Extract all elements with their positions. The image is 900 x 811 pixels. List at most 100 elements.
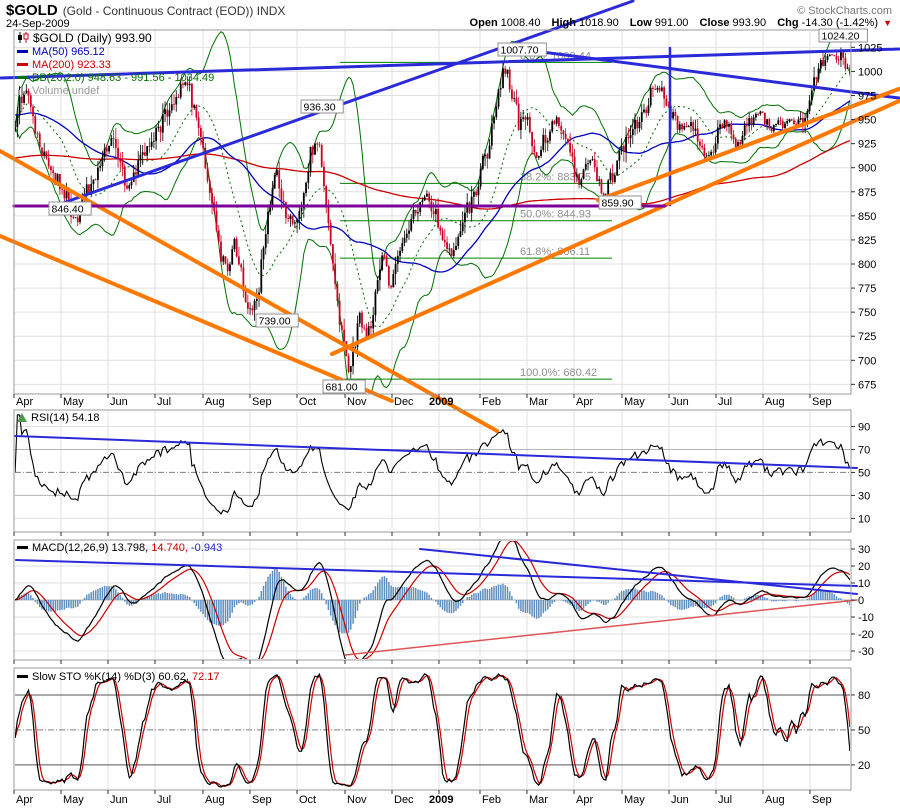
rsi-y-tick-label: 30: [858, 490, 870, 502]
main-y-tick-label: 825: [858, 235, 876, 247]
main-y-tick-label: 875: [858, 187, 876, 199]
candles-layer: [15, 47, 850, 379]
bottom-month-label: Aug: [205, 794, 225, 806]
main-y-tick-label: 800: [858, 259, 876, 271]
bottom-month-label: Mar: [529, 794, 548, 806]
month-label: Oct: [299, 396, 316, 408]
bottom-month-label: Oct: [299, 794, 316, 806]
copyright-link[interactable]: © StockCharts.com: [797, 5, 892, 17]
price-annotation: 681.00: [326, 382, 358, 394]
open-value: 1008.40: [500, 17, 541, 29]
grid-layer: [15, 31, 850, 789]
chg-label: Chg: [777, 17, 799, 29]
price-annotation: 859.90: [602, 198, 634, 210]
macd-y-tick-label: -20: [858, 629, 874, 641]
sto-y-tick-label: 50: [858, 725, 870, 737]
macd-y-tick-label: 30: [858, 544, 870, 556]
trendline-2008-rising-support: [61, 0, 635, 205]
price-annotation-box: [255, 313, 299, 328]
rsi-trendline: [14, 435, 858, 469]
macd-histogram: [16, 568, 850, 634]
chart-header: $GOLD (Gold - Continuous Contract (EOD)) …: [6, 2, 892, 30]
rsi-y-tick-label: 70: [858, 444, 870, 456]
macd-trendline-2: [419, 548, 858, 595]
main-y-tick-label: 750: [858, 307, 876, 319]
month-label: Dec: [394, 396, 414, 408]
main-y-tick-label: 700: [858, 355, 876, 367]
rsi-panel-border: [13, 409, 852, 533]
main-y-tick-label: 725: [858, 331, 876, 343]
main-y-tick-label: 925: [858, 139, 876, 151]
main-y-tick-label: 975: [858, 90, 876, 102]
price-annotation: 739.00: [259, 316, 291, 328]
main-y-tick-label: 1025: [858, 42, 882, 54]
month-label: Feb: [482, 396, 501, 408]
main-y-tick-label: 900: [858, 163, 876, 175]
chart-date: 24-Sep-2009: [6, 18, 70, 30]
main-y-tick-label: 950: [858, 115, 876, 127]
price-annotation-box: [818, 28, 868, 43]
trendline-orange-uptrend-main: [330, 99, 900, 356]
macd-y-tick-label: -10: [858, 612, 874, 624]
price-annotation-box: [48, 201, 92, 216]
price-annotation-box: [300, 99, 344, 114]
low-value: 991.00: [654, 17, 689, 29]
chg-down-triangle-icon: ▼: [883, 18, 892, 28]
sto-d-line: [15, 674, 850, 787]
ma50-line: [15, 100, 850, 273]
bottom-month-label: Aug: [765, 794, 785, 806]
macd-rising-wedge-line: [344, 599, 858, 656]
bottom-month-label: Jul: [718, 794, 732, 806]
symbol-description: (Gold - Continuous Contract (EOD)) INDX: [62, 4, 286, 18]
price-annotation-box: [322, 379, 366, 394]
bottom-month-label: Nov: [347, 794, 367, 806]
chg-value: -14.30 (-1.42%): [801, 17, 879, 29]
month-label: Jul: [718, 396, 732, 408]
macd-trendline-1: [15, 559, 858, 587]
close-label: Close: [699, 17, 730, 29]
bottom-month-label: May: [63, 794, 84, 806]
month-label: 2009: [429, 396, 453, 408]
rsi-line: [15, 414, 850, 515]
macd-y-tick-label: -30: [858, 646, 874, 658]
bottom-month-label: Sep: [812, 794, 832, 806]
bollinger-middle-band: [15, 68, 850, 328]
month-label: Jun: [671, 396, 689, 408]
month-label: Apr: [576, 396, 593, 408]
month-label: Jun: [110, 396, 128, 408]
ohlc-quote: Open 1008.40 High 1018.90 Low 991.00 Close 9…: [462, 17, 892, 29]
rsi-y-tick-label: 50: [858, 467, 870, 479]
month-label: Aug: [765, 396, 785, 408]
low-label: Low: [629, 17, 652, 29]
price-annotation: 936.30: [304, 102, 336, 114]
macd-line: [15, 541, 850, 659]
sto-y-tick-label: 80: [858, 690, 870, 702]
month-label: Jul: [157, 396, 171, 408]
trendline-orange-downtrend-upper: [0, 149, 499, 433]
price-annotation: 846.40: [52, 204, 84, 216]
fib-label: 100.0%: 680.42: [520, 367, 597, 379]
main-y-tick-label: 850: [858, 211, 876, 223]
trendline-orange-uptrend-upper: [596, 87, 900, 202]
sto-panel-border: [13, 667, 852, 791]
bottom-month-label: Apr: [576, 794, 593, 806]
rsi-y-tick-label: 10: [858, 513, 870, 525]
month-label: May: [624, 396, 645, 408]
main-y-tick-label: 675: [858, 379, 876, 391]
macd-y-tick-label: 10: [858, 578, 870, 590]
fib-label: 50.0%: 844.93: [520, 209, 591, 221]
trendline-feb-peak-descending: [501, 45, 900, 100]
bottom-month-label: Jul: [157, 794, 171, 806]
bottom-month-label: Jun: [110, 794, 128, 806]
sto-y-tick-label: 20: [858, 760, 870, 772]
macd-y-tick-label: 0: [858, 595, 864, 607]
bottom-month-label: Jun: [671, 794, 689, 806]
month-label: Apr: [16, 396, 33, 408]
bollinger-lower-band: [15, 99, 850, 393]
month-label: Mar: [529, 396, 548, 408]
trendline-orange-downtrend-lower: [0, 234, 394, 403]
main-panel-border: [13, 29, 852, 395]
price-annotation: 1007.70: [501, 45, 539, 57]
